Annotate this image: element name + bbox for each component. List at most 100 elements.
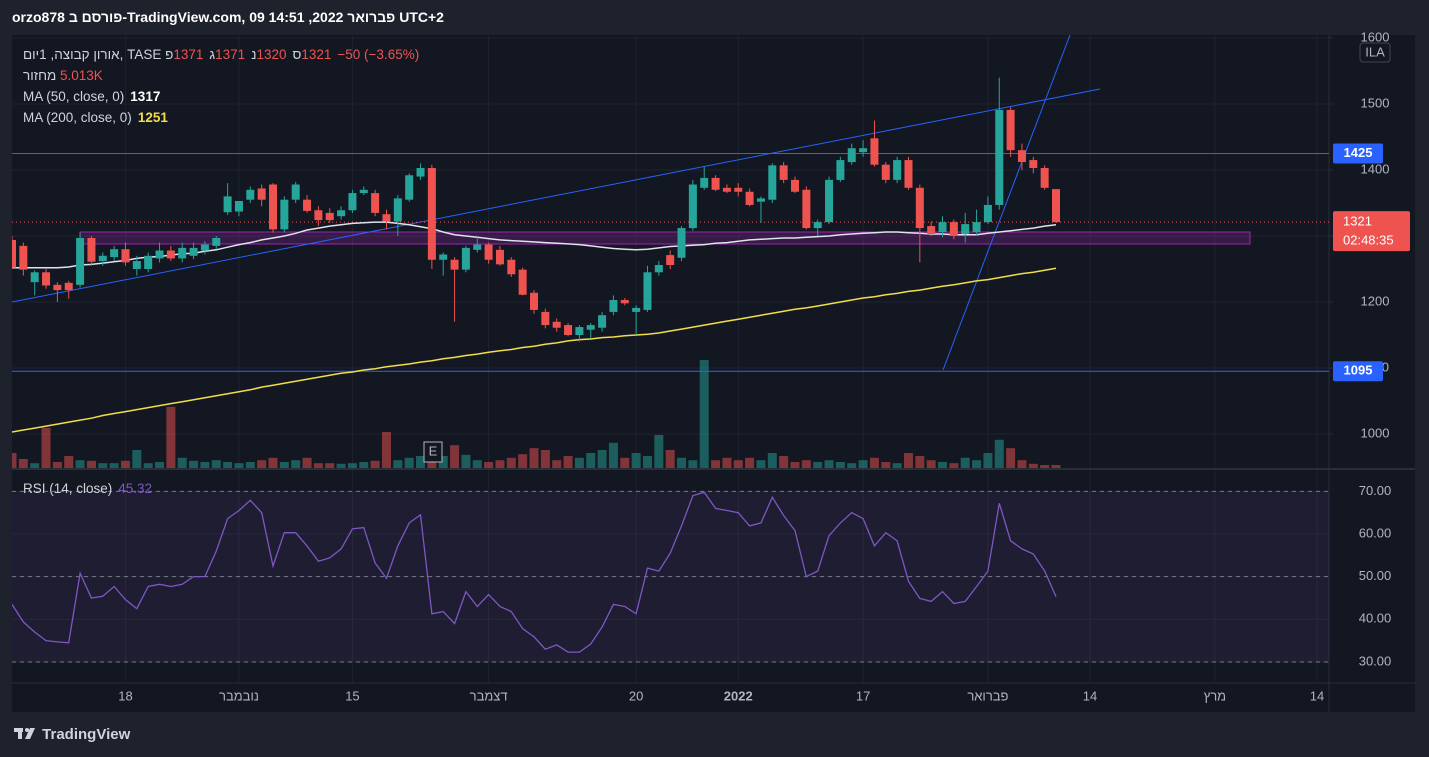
volume	[12, 360, 1061, 468]
candle	[722, 184, 731, 194]
y-tick-label: 1500	[1361, 95, 1390, 110]
candle	[19, 242, 28, 276]
candle	[359, 186, 368, 196]
candle-body	[756, 198, 765, 202]
candle-body	[393, 198, 402, 222]
candle-body	[246, 189, 255, 200]
candle-body	[189, 247, 198, 256]
candle	[564, 323, 573, 337]
candle-body	[825, 179, 834, 223]
volume-bar	[835, 462, 845, 468]
candle-body	[234, 201, 243, 212]
last-price-label: 1321	[1343, 214, 1372, 229]
candle-body	[711, 177, 720, 190]
candle	[836, 156, 845, 182]
candle	[314, 206, 323, 227]
volume-bar	[41, 427, 51, 468]
volume-bar	[495, 460, 505, 468]
y-tick-label: 1600	[1361, 29, 1390, 44]
candle	[620, 298, 629, 306]
x-tick-label: פברואר	[967, 688, 1008, 703]
volume-bar	[1017, 460, 1027, 468]
candle-body	[541, 311, 550, 326]
volume-bar	[1006, 448, 1016, 468]
candle	[121, 242, 130, 266]
candle	[76, 232, 85, 288]
candle	[507, 257, 516, 277]
volume-bar	[540, 450, 550, 468]
x-tick-label: 17	[856, 688, 870, 703]
candle	[949, 219, 958, 240]
candle-body	[859, 148, 868, 153]
volume-bar	[903, 453, 913, 468]
rsi-line	[12, 491, 1057, 653]
volume-bar	[960, 457, 970, 468]
y-tick-label: 1200	[1361, 293, 1390, 308]
y-tick-label: 60.00	[1359, 525, 1392, 540]
candle	[144, 252, 153, 273]
candle	[212, 235, 221, 250]
volume-bar	[18, 459, 28, 468]
candle	[98, 252, 107, 266]
volume-bar	[450, 445, 460, 468]
candle	[87, 235, 96, 266]
currency-badge	[1359, 42, 1391, 63]
candle-body	[76, 237, 85, 285]
earnings-marker[interactable]	[423, 441, 443, 463]
candle	[178, 242, 187, 263]
candle	[189, 242, 198, 260]
candle-body	[166, 250, 175, 259]
candle-body	[64, 282, 73, 291]
candle	[745, 188, 754, 207]
candle	[405, 173, 414, 202]
volume-bar	[257, 460, 267, 468]
rsi-pane	[12, 490, 1329, 663]
volume-bar	[915, 456, 925, 468]
x-tick-label: 14	[1310, 688, 1324, 703]
candle-body	[427, 168, 436, 260]
volume-bar	[381, 432, 391, 468]
candle	[700, 166, 709, 190]
candle-body	[620, 300, 629, 304]
candle	[64, 280, 73, 299]
candle-body	[325, 212, 334, 221]
candle-body	[12, 239, 16, 268]
candle	[427, 164, 436, 269]
candle-body	[791, 179, 799, 192]
volume-bar	[223, 462, 233, 468]
candle-body	[132, 261, 141, 269]
volume-bar	[767, 453, 777, 468]
candle-body	[1040, 168, 1049, 188]
candle	[813, 219, 822, 236]
volume-bar	[325, 463, 335, 468]
candle	[53, 282, 62, 302]
candle-body	[178, 247, 187, 259]
candle-body	[586, 325, 595, 330]
volume-bar	[926, 460, 936, 468]
candle-body	[881, 164, 890, 180]
volume-name: מחזור	[23, 68, 57, 83]
y-tick-label: 1400	[1361, 161, 1390, 176]
volume-bar	[211, 460, 221, 468]
ma-line	[12, 267, 1057, 433]
candle-body	[779, 165, 788, 180]
candle-body	[144, 255, 153, 269]
candle	[530, 290, 538, 314]
volume-bar	[143, 463, 153, 468]
candle	[1017, 143, 1026, 170]
volume-bar	[654, 435, 664, 468]
candle-body	[632, 307, 641, 312]
x-tick-label: 14	[1083, 688, 1097, 703]
ohlc-letter: פ	[165, 47, 174, 62]
volume-bar	[132, 450, 142, 468]
volume-bar	[279, 462, 289, 468]
candle	[632, 305, 641, 335]
trend-line	[942, 35, 1071, 371]
earnings-label: E	[429, 443, 438, 458]
x-tick-label: נובמבר	[219, 688, 259, 703]
volume-bar	[892, 463, 902, 468]
ohlc-letter: ס	[292, 47, 302, 62]
candle-body	[484, 244, 493, 260]
